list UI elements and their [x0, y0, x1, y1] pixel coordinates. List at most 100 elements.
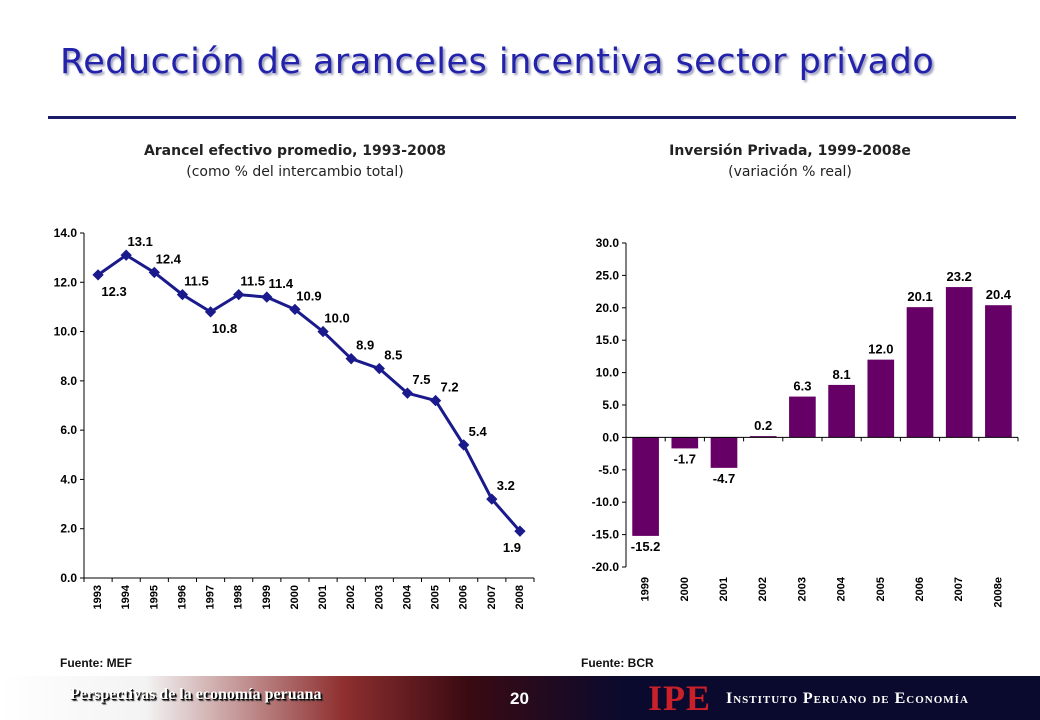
tariff-x-tick-label: 1998 [233, 585, 245, 609]
investment-data-label: 12.0 [868, 342, 893, 357]
investment-x-tick-label: 2001 [718, 577, 730, 601]
investment-data-label: 20.4 [986, 287, 1012, 302]
investment-bar [632, 437, 659, 536]
investment-data-label: -4.7 [713, 471, 735, 486]
tariff-source: Fuente: MEF [60, 656, 132, 670]
tariff-data-label: 7.5 [412, 372, 430, 387]
tariff-point [373, 362, 385, 375]
tariff-y-tick-label: 14.0 [54, 226, 78, 240]
tariff-data-label: 10.0 [324, 311, 349, 326]
investment-x-tick-label: 2004 [836, 576, 848, 601]
tariff-point [486, 493, 498, 505]
tariff-series-line [97, 253, 522, 533]
investment-y-tick-label: 15.0 [596, 333, 620, 347]
investment-y-tick-label: 20.0 [596, 301, 620, 315]
tariff-data-label: 12.4 [156, 251, 182, 266]
slide-title: Reducción de aranceles incentiva sector … [60, 42, 935, 82]
tariff-y-tick-label: 0.0 [60, 571, 77, 585]
tariff-y-tick-label: 4.0 [60, 472, 77, 486]
footer-bar: Perspectivas de la economía peruana 20 I… [0, 676, 1040, 720]
investment-bar [828, 384, 855, 438]
tariff-x-tick-label: 2008 [514, 585, 526, 609]
tariff-y-tick-label: 12.0 [54, 275, 78, 289]
investment-x-tick-label: 2008e [992, 577, 1004, 608]
investment-bar [906, 307, 934, 438]
investment-y-tick-label: 0.0 [602, 430, 619, 444]
investment-y-tick-label: 10.0 [596, 366, 620, 380]
tariff-chart-subtitle: (como % del intercambio total) [186, 164, 404, 180]
investment-y-tick-label: 30.0 [596, 236, 620, 250]
investment-bar [710, 437, 738, 468]
tariff-x-tick-label: 2005 [430, 585, 442, 609]
tariff-y-tick-label: 2.0 [60, 522, 77, 536]
institute-name: Instituto Peruano de Economía [726, 690, 969, 707]
investment-y-tick-label: -10.0 [592, 495, 620, 509]
tariff-chart-title: Arancel efectivo promedio, 1993-2008 [143, 143, 447, 159]
tariff-data-label: 11.4 [269, 276, 294, 291]
tariff-point [233, 288, 245, 301]
tariff-point [148, 266, 160, 279]
tariff-point [204, 306, 217, 318]
investment-x-tick-label: 2007 [953, 577, 965, 601]
investment-bar [789, 396, 816, 438]
tariff-y-tick-label: 8.0 [60, 374, 77, 388]
investment-bar [671, 437, 699, 449]
tariff-point [289, 303, 301, 316]
tariff-data-label: 8.9 [356, 338, 374, 353]
investment-y-tick-label: -15.0 [592, 528, 620, 542]
investment-source: Fuente: BCR [581, 656, 654, 670]
investment-chart-subtitle: (variación % real) [728, 164, 852, 180]
tariff-data-label: 7.2 [441, 380, 459, 395]
investment-data-label: 20.1 [907, 289, 932, 304]
tariff-point [176, 288, 189, 301]
footer-presentation-title: Perspectivas de la economía peruana [70, 686, 322, 703]
investment-bar [985, 305, 1012, 438]
investment-x-tick-label: 2003 [796, 577, 808, 601]
tariff-data-label: 3.2 [497, 478, 515, 493]
tariff-x-tick-label: 2006 [458, 585, 470, 609]
tariff-point [458, 439, 470, 451]
title-rule [48, 116, 1016, 119]
tariff-x-tick-label: 2002 [345, 585, 357, 609]
investment-x-tick-label: 1999 [640, 577, 652, 601]
investment-data-label: 6.3 [793, 379, 811, 394]
tariff-data-label: 8.5 [384, 348, 402, 363]
tariff-data-label: 13.1 [128, 234, 153, 249]
tariff-point [345, 353, 357, 365]
investment-x-tick-label: 2000 [679, 577, 691, 601]
investment-y-tick-label: 5.0 [602, 398, 619, 412]
tariff-x-tick-label: 1996 [176, 585, 188, 609]
investment-bar [749, 436, 777, 438]
investment-x-tick-label: 2002 [757, 577, 769, 601]
tariff-point [261, 291, 273, 303]
tariff-x-tick-label: 2007 [486, 585, 498, 609]
tariff-data-label: 5.4 [469, 424, 488, 439]
investment-x-tick-label: 2006 [914, 577, 926, 601]
tariff-data-label: 10.8 [212, 321, 237, 336]
investment-data-label: 8.1 [833, 367, 851, 382]
investment-data-label: -15.2 [631, 539, 661, 554]
tariff-point [317, 325, 329, 338]
tariff-point [514, 525, 526, 537]
investment-bar [945, 287, 973, 438]
investment-data-label: 23.2 [947, 269, 972, 284]
tariff-x-tick-label: 2003 [373, 585, 385, 609]
tariff-point [429, 394, 442, 407]
investment-data-label: -1.7 [674, 451, 696, 466]
tariff-x-tick-label: 1994 [120, 584, 132, 609]
investment-y-tick-label: 25.0 [596, 268, 620, 282]
tariff-data-label: 10.9 [296, 288, 321, 303]
investment-x-tick-label: 2005 [875, 577, 887, 601]
tariff-chart-heading: Arancel efectivo promedio, 1993-2008 (co… [60, 141, 530, 183]
tariff-data-label: 1.9 [503, 540, 521, 555]
investment-chart-heading: Inversión Privada, 1999-2008e (variación… [555, 141, 1025, 183]
tariff-data-label: 12.3 [101, 284, 126, 299]
investment-data-label: 0.2 [754, 418, 772, 433]
investment-y-tick-label: -5.0 [598, 463, 619, 477]
tariff-point [401, 387, 414, 399]
tariff-x-tick-label: 2001 [317, 585, 329, 609]
investment-bar [867, 359, 895, 438]
tariff-y-tick-label: 6.0 [60, 423, 77, 437]
tariff-x-tick-label: 2004 [401, 584, 413, 609]
